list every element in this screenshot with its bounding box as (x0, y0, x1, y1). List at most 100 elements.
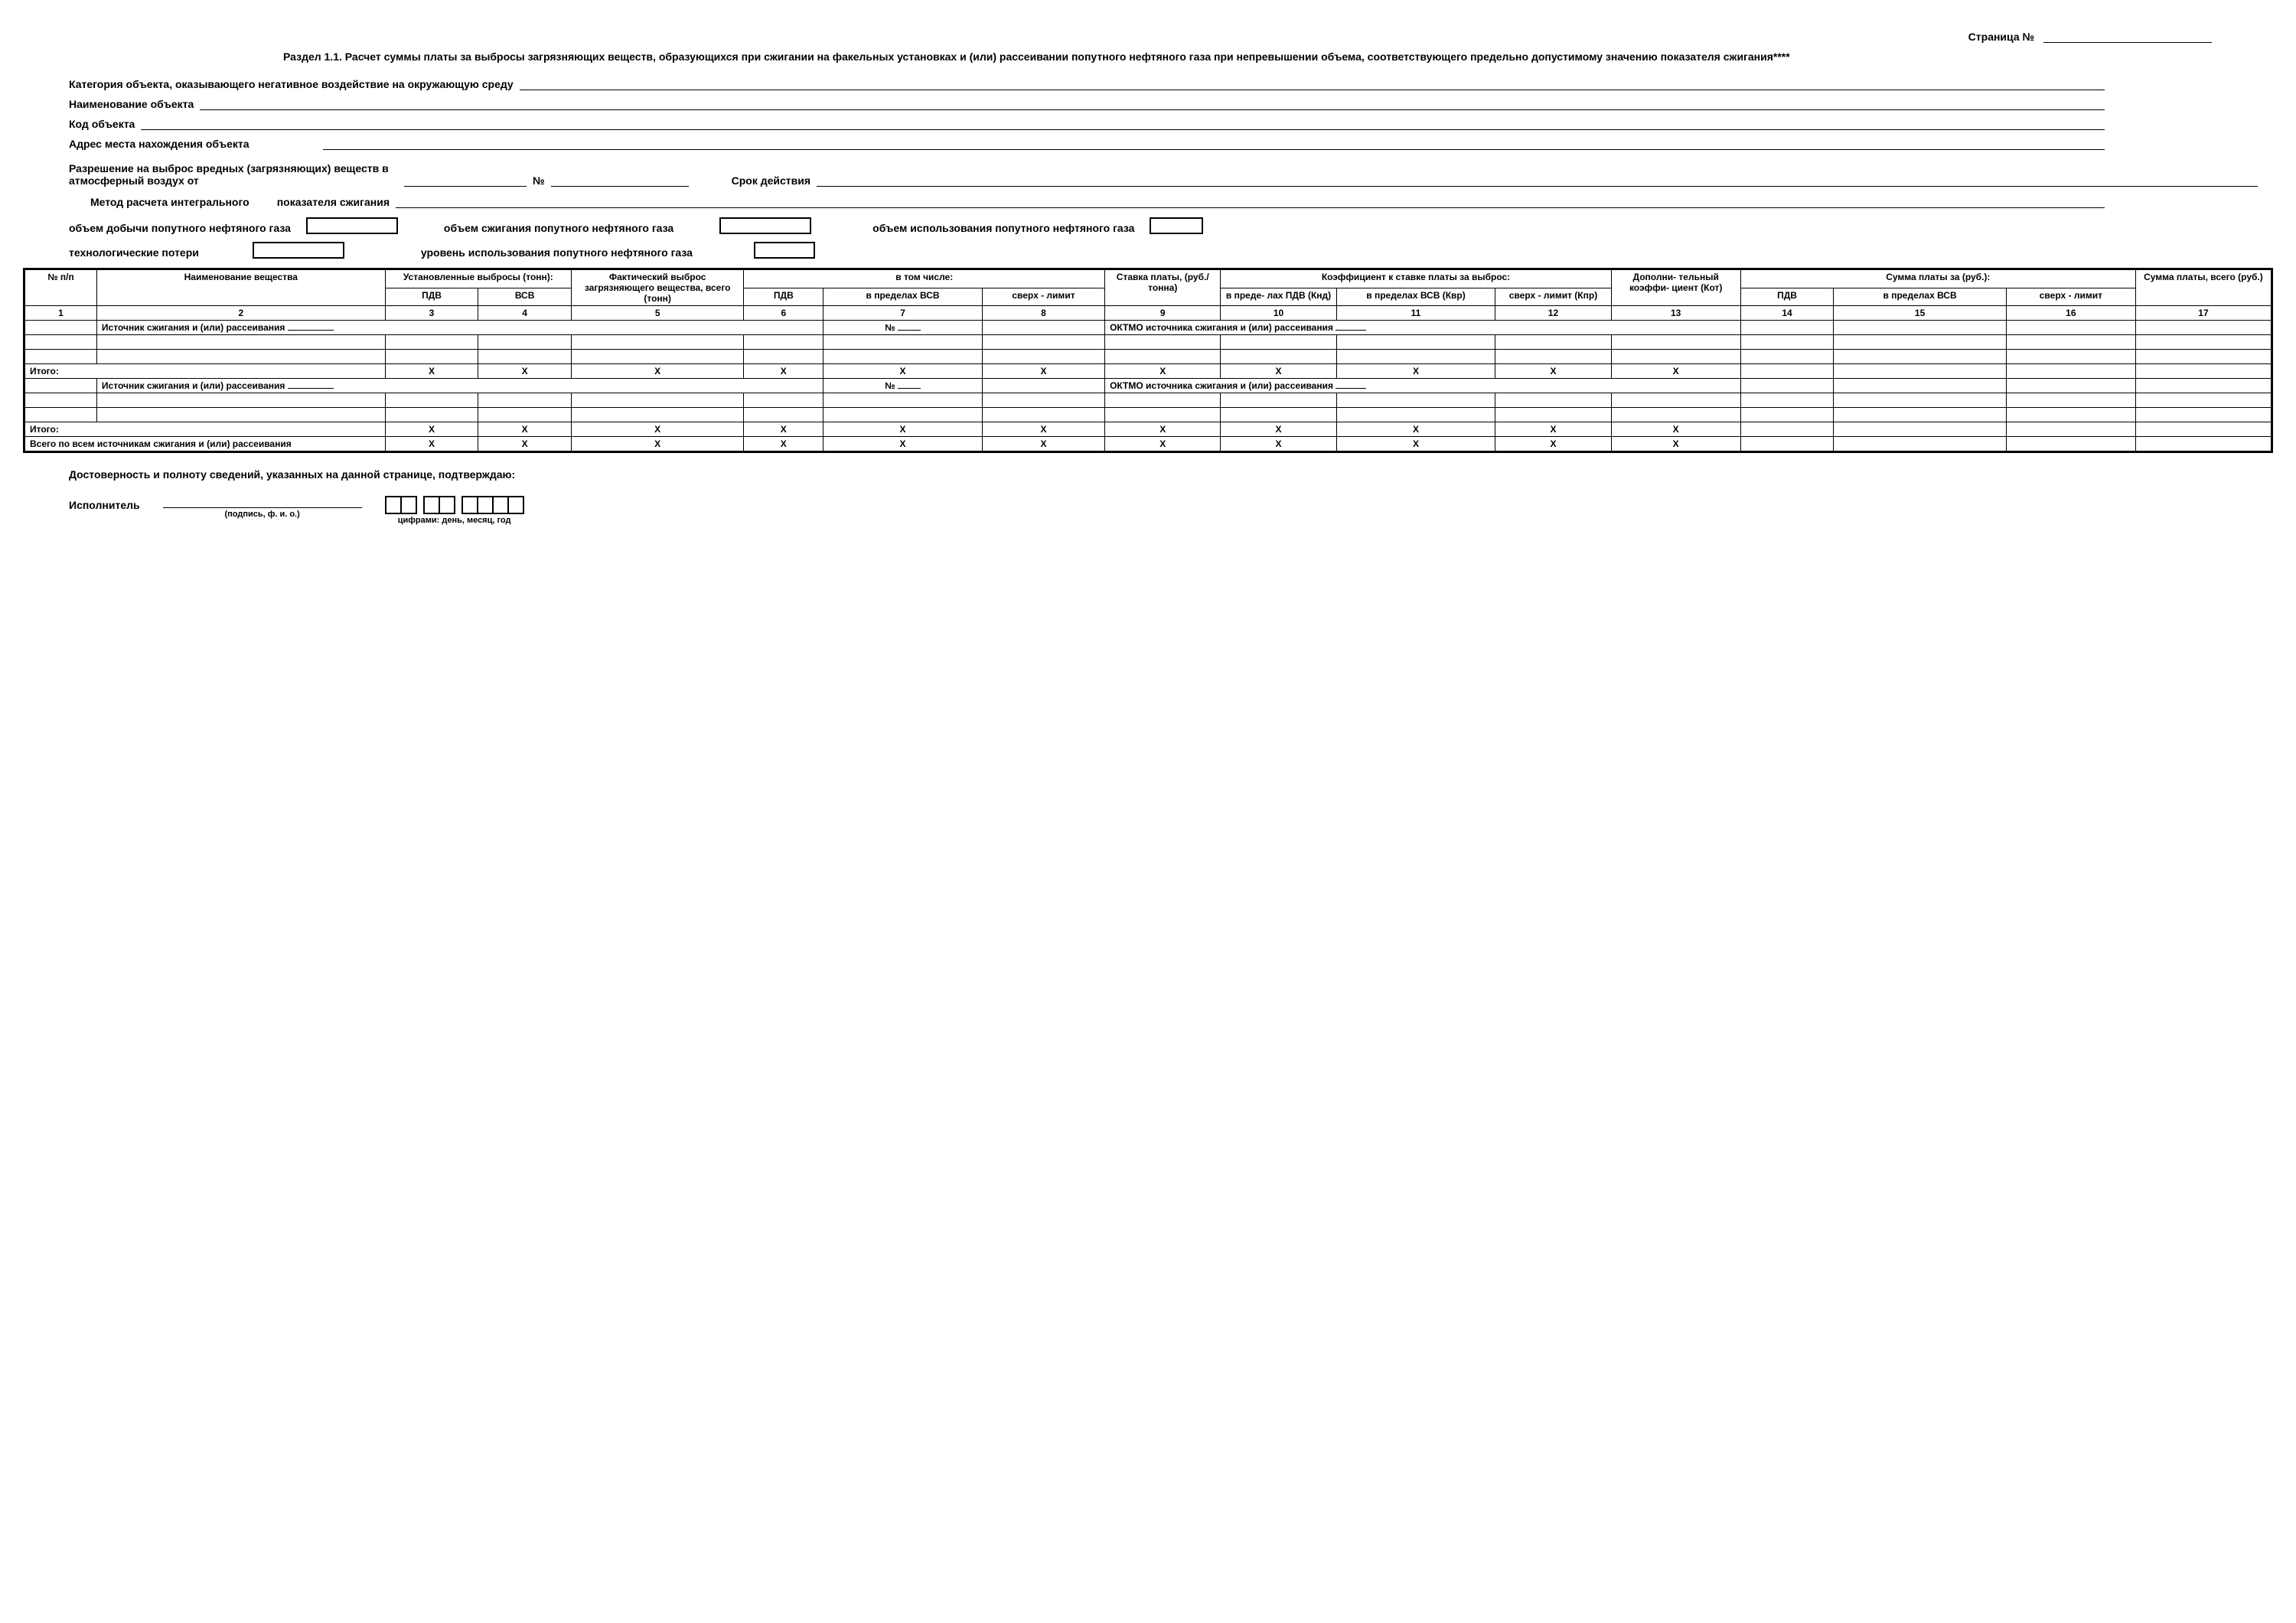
table-cell[interactable] (823, 393, 983, 408)
table-cell[interactable] (982, 408, 1104, 422)
table-cell[interactable] (823, 408, 983, 422)
signature-field[interactable] (163, 496, 362, 508)
table-cell[interactable] (385, 335, 478, 350)
table-cell[interactable] (478, 393, 572, 408)
table-cell[interactable] (571, 335, 743, 350)
x-cell: X (478, 437, 572, 452)
table-cell[interactable] (571, 393, 743, 408)
table-cell[interactable] (1221, 350, 1336, 364)
table-cell[interactable] (1495, 335, 1611, 350)
method-field[interactable] (396, 196, 2105, 208)
permit-no-field[interactable] (551, 174, 689, 187)
table-cell[interactable] (982, 335, 1104, 350)
table-cell[interactable] (2135, 408, 2272, 422)
table-cell[interactable] (1740, 335, 1834, 350)
table-cell[interactable] (744, 335, 823, 350)
table-cell[interactable] (1221, 335, 1336, 350)
table-cell[interactable] (1740, 408, 1834, 422)
table-cell[interactable] (96, 335, 385, 350)
table-cell[interactable] (1834, 335, 2006, 350)
table-cell[interactable] (1740, 364, 1834, 379)
table-cell[interactable] (1834, 393, 2006, 408)
table-cell[interactable] (744, 393, 823, 408)
table-cell[interactable] (2006, 393, 2135, 408)
table-cell[interactable] (1105, 350, 1221, 364)
table-cell[interactable] (385, 393, 478, 408)
category-field[interactable] (520, 78, 2105, 90)
table-cell[interactable] (1336, 408, 1495, 422)
table-cell[interactable] (24, 408, 97, 422)
permit-from-field[interactable] (404, 174, 527, 187)
table-cell[interactable] (1495, 350, 1611, 364)
uselevel-field[interactable] (754, 242, 815, 259)
page-number-field[interactable] (2043, 42, 2212, 43)
table-cell[interactable] (1105, 335, 1221, 350)
table-cell[interactable] (1834, 437, 2006, 452)
table-cell[interactable] (24, 350, 97, 364)
table-cell[interactable] (2006, 422, 2135, 437)
table-cell[interactable] (1105, 393, 1221, 408)
table-cell[interactable] (2135, 350, 2272, 364)
table-cell[interactable] (96, 393, 385, 408)
table-cell[interactable] (1221, 393, 1336, 408)
vol-burn-field[interactable] (719, 217, 811, 234)
table-cell[interactable] (478, 408, 572, 422)
table-cell[interactable] (2135, 335, 2272, 350)
table-cell[interactable] (2006, 350, 2135, 364)
table-cell[interactable] (982, 393, 1104, 408)
table-cell[interactable] (1336, 350, 1495, 364)
vol-burn-label: объем сжигания попутного нефтяного газа (444, 222, 673, 234)
vol-use-field[interactable] (1150, 217, 1203, 234)
table-cell[interactable] (571, 350, 743, 364)
table-cell[interactable] (1336, 335, 1495, 350)
table-cell[interactable] (982, 350, 1104, 364)
table-cell[interactable] (1105, 408, 1221, 422)
table-cell[interactable] (2135, 364, 2272, 379)
techloss-field[interactable] (253, 242, 344, 259)
table-cell[interactable] (2006, 408, 2135, 422)
table-cell[interactable] (1740, 422, 1834, 437)
table-cell[interactable] (1611, 393, 1740, 408)
table-cell[interactable] (1740, 350, 1834, 364)
objname-field[interactable] (200, 98, 2105, 110)
table-cell[interactable] (1221, 408, 1336, 422)
table-cell[interactable] (96, 350, 385, 364)
table-cell[interactable] (1336, 393, 1495, 408)
table-cell[interactable] (1611, 408, 1740, 422)
table-cell[interactable] (2006, 335, 2135, 350)
table-cell[interactable] (1495, 408, 1611, 422)
table-cell[interactable] (385, 350, 478, 364)
table-cell[interactable] (2135, 422, 2272, 437)
table-cell[interactable] (24, 335, 97, 350)
vol-extract-field[interactable] (306, 217, 398, 234)
table-cell[interactable] (1834, 350, 2006, 364)
table-cell[interactable] (744, 350, 823, 364)
objcode-field[interactable] (141, 118, 2105, 130)
table-cell[interactable] (96, 408, 385, 422)
colnum-10: 10 (1221, 306, 1336, 321)
table-cell[interactable] (571, 408, 743, 422)
table-cell[interactable] (1495, 393, 1611, 408)
table-cell[interactable] (478, 350, 572, 364)
colnum-7: 7 (823, 306, 983, 321)
table-cell[interactable] (1611, 350, 1740, 364)
table-cell[interactable] (385, 408, 478, 422)
table-cell[interactable] (2135, 437, 2272, 452)
table-cell[interactable] (823, 335, 983, 350)
table-cell[interactable] (1740, 393, 1834, 408)
objaddr-field[interactable] (323, 138, 2105, 150)
date-boxes[interactable] (385, 496, 524, 514)
table-cell[interactable] (2006, 364, 2135, 379)
table-cell[interactable] (1834, 422, 2006, 437)
table-cell[interactable] (1611, 335, 1740, 350)
table-cell[interactable] (744, 408, 823, 422)
table-cell[interactable] (823, 350, 983, 364)
table-cell[interactable] (24, 393, 97, 408)
table-cell[interactable] (2006, 437, 2135, 452)
table-cell[interactable] (478, 335, 572, 350)
table-cell[interactable] (1834, 364, 2006, 379)
table-cell[interactable] (1740, 437, 1834, 452)
table-cell[interactable] (1834, 408, 2006, 422)
table-cell[interactable] (2135, 393, 2272, 408)
validity-field[interactable] (817, 174, 2258, 187)
